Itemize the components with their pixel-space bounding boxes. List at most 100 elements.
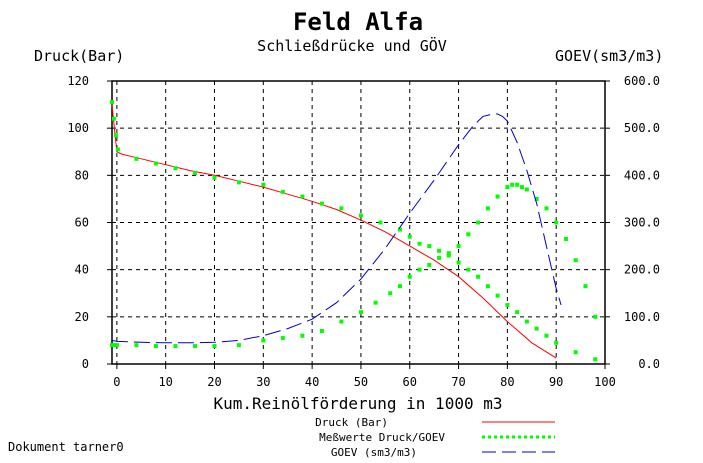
series-2-point-23 <box>456 244 461 249</box>
chart-title: Feld Alfa <box>293 8 423 36</box>
series-1-point-35 <box>593 357 598 362</box>
series-2-point-13 <box>339 319 344 324</box>
x-tick-label-90: 90 <box>549 375 563 389</box>
series-2-point-3 <box>134 343 139 348</box>
series-1-point-26 <box>485 284 490 289</box>
series-2-point-38 <box>583 284 588 289</box>
series-1-point-6 <box>173 166 178 171</box>
series-2-point-2 <box>114 343 119 348</box>
series-2-point-9 <box>261 338 266 343</box>
series-1-point-5 <box>153 161 158 166</box>
x-tick-label-30: 30 <box>256 375 270 389</box>
series-2-point-29 <box>510 182 515 187</box>
series-2-point-1 <box>112 343 117 348</box>
x-tick-label-100: 100 <box>594 375 616 389</box>
x-tick-label-10: 10 <box>158 375 172 389</box>
y-right-tick-label-500.0: 500.0 <box>624 121 660 135</box>
legend: Druck (Bar) Meßwerte Druck/GOEV GOEV (sm… <box>315 416 555 459</box>
x-tick-label-40: 40 <box>305 375 319 389</box>
legend-label-druck: Druck (Bar) <box>315 416 388 429</box>
chart-subtitle: Schließdrücke und GÖV <box>257 36 447 55</box>
series-1-point-10 <box>261 182 266 187</box>
y-axis-left-title: Druck(Bar) <box>34 47 124 65</box>
series-2-point-11 <box>300 333 305 338</box>
y-left-tick-label-80: 80 <box>75 168 89 182</box>
series-2-point-7 <box>212 344 217 349</box>
x-tick-label-20: 20 <box>207 375 221 389</box>
series-2-point-24 <box>466 232 471 237</box>
x-axis-ticks: 0 10 20 30 40 50 60 70 80 90 100 <box>113 364 616 389</box>
series-2-point-34 <box>544 206 549 211</box>
series-1-point-29 <box>515 310 520 315</box>
series-1-point-27 <box>495 293 500 298</box>
series-2-point-22 <box>446 251 451 256</box>
series-2-point-35 <box>554 220 559 225</box>
legend-label-messwerte: Meßwerte Druck/GOEV <box>319 431 445 444</box>
series-2-point-26 <box>485 206 490 211</box>
series-2-point-30 <box>515 182 520 187</box>
series-3-line <box>111 113 562 344</box>
y-right-tick-label-600.0: 600.0 <box>624 74 660 88</box>
series-1-point-28 <box>505 303 510 308</box>
series-1-point-30 <box>524 319 529 324</box>
y-right-tick-label-0.0: 0.0 <box>638 357 660 371</box>
series-1-point-25 <box>476 274 481 279</box>
y-right-tick-label-100.0: 100.0 <box>624 310 660 324</box>
series-2-point-25 <box>476 220 481 225</box>
series-1-point-8 <box>212 175 217 180</box>
series-2-point-37 <box>573 258 578 263</box>
x-tick-label-80: 80 <box>500 375 514 389</box>
series-2-point-5 <box>173 344 178 349</box>
series-1-point-23 <box>456 260 461 265</box>
series-1-point-24 <box>466 267 471 272</box>
x-tick-label-50: 50 <box>354 375 368 389</box>
series-2-point-8 <box>236 343 241 348</box>
series-2-point-18 <box>407 274 412 279</box>
series-2-point-39 <box>593 314 598 319</box>
y-axis-right-title: GOEV(sm3/m3) <box>555 47 663 65</box>
series-1-point-3 <box>115 147 120 152</box>
y-right-tick-label-400.0: 400.0 <box>624 168 660 182</box>
series-1-point-11 <box>280 189 285 194</box>
series-2-point-16 <box>388 291 393 296</box>
series-1-point-32 <box>544 333 549 338</box>
series-2-point-36 <box>563 237 568 242</box>
x-tick-label-70: 70 <box>451 375 465 389</box>
series-2-point-33 <box>534 196 539 201</box>
series-2-point-20 <box>427 262 432 267</box>
series-layer <box>110 100 598 362</box>
series-2-point-4 <box>153 344 158 349</box>
y-axis-left-ticks: 0 20 40 60 80 100 120 <box>67 74 112 371</box>
series-2-point-0 <box>110 343 114 348</box>
series-1-point-9 <box>236 180 241 185</box>
series-2-point-14 <box>358 310 363 315</box>
legend-label-goev: GOEV (sm3/m3) <box>331 446 417 459</box>
series-2-point-12 <box>319 328 324 333</box>
series-2-point-10 <box>280 336 285 341</box>
x-axis-title: Kum.Reinölförderung in 1000 m3 <box>214 394 503 413</box>
series-2-point-27 <box>495 194 500 199</box>
series-1-point-4 <box>134 156 139 161</box>
series-0-line <box>111 104 557 359</box>
series-1-point-31 <box>534 326 539 331</box>
series-1-point-17 <box>397 227 402 232</box>
series-1-point-20 <box>427 244 432 249</box>
series-2-point-31 <box>520 185 525 190</box>
y-right-tick-label-300.0: 300.0 <box>624 216 660 230</box>
series-2-point-17 <box>397 284 402 289</box>
series-1-point-21 <box>437 248 442 253</box>
series-1-point-33 <box>554 340 559 345</box>
series-2-point-21 <box>437 255 442 260</box>
series-1-point-34 <box>573 350 578 355</box>
series-1-point-12 <box>300 194 305 199</box>
document-label: Dokument tarner0 <box>8 440 124 454</box>
series-1-point-22 <box>446 253 451 258</box>
series-2-point-28 <box>505 185 510 190</box>
series-1-point-1 <box>111 116 116 121</box>
series-1-point-0 <box>110 100 114 105</box>
series-1-points <box>110 100 598 362</box>
y-left-tick-label-20: 20 <box>75 310 89 324</box>
series-2-point-15 <box>373 300 378 305</box>
y-left-tick-label-100: 100 <box>67 121 89 135</box>
